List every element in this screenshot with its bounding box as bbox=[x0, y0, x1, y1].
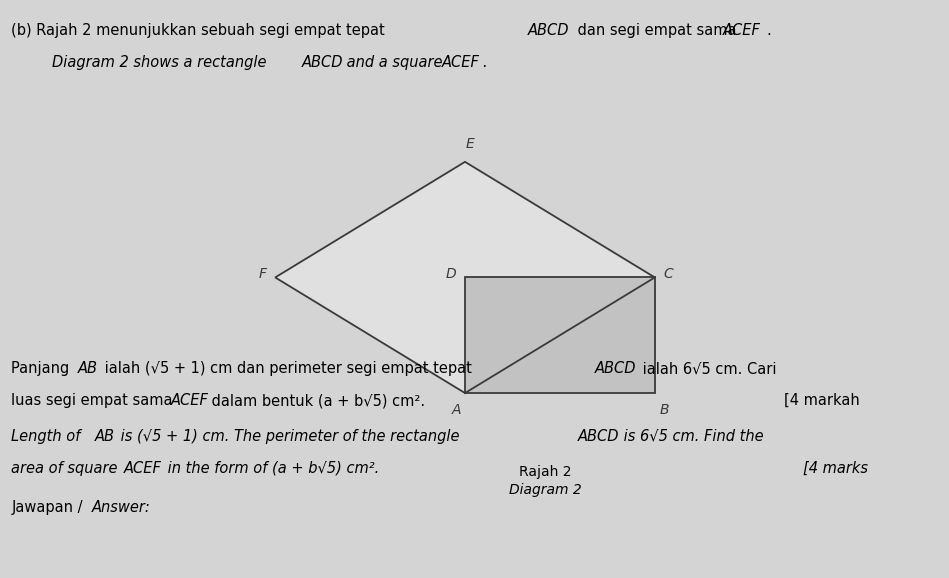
Text: ialah 6√5 cm. Cari: ialah 6√5 cm. Cari bbox=[638, 361, 776, 376]
Text: ialah (√5 + 1) cm dan perimeter segi empat tepat: ialah (√5 + 1) cm dan perimeter segi emp… bbox=[100, 361, 476, 376]
Text: dan segi empat sama: dan segi empat sama bbox=[573, 23, 741, 38]
Text: [4 markah: [4 markah bbox=[784, 393, 860, 408]
Text: Jawapan /: Jawapan / bbox=[11, 500, 87, 515]
Text: F: F bbox=[259, 267, 267, 281]
Text: Length of: Length of bbox=[11, 429, 85, 444]
Text: A: A bbox=[452, 403, 461, 417]
Text: C: C bbox=[663, 267, 673, 281]
Text: B: B bbox=[660, 403, 669, 417]
Text: Rajah 2: Rajah 2 bbox=[519, 465, 572, 479]
Text: and a square: and a square bbox=[342, 55, 447, 70]
Text: ABCD: ABCD bbox=[302, 55, 344, 70]
Text: in the form of (a + b√5) cm².: in the form of (a + b√5) cm². bbox=[163, 461, 380, 476]
Text: Panjang: Panjang bbox=[11, 361, 74, 376]
Text: area of square: area of square bbox=[11, 461, 122, 476]
Text: AB: AB bbox=[78, 361, 98, 376]
Text: ACEF: ACEF bbox=[123, 461, 161, 476]
Text: (b) Rajah 2 menunjukkan sebuah segi empat tepat: (b) Rajah 2 menunjukkan sebuah segi empa… bbox=[11, 23, 390, 38]
Text: ABCD: ABCD bbox=[578, 429, 620, 444]
Text: ABCD: ABCD bbox=[595, 361, 637, 376]
Text: dalam bentuk (a + b√5) cm².: dalam bentuk (a + b√5) cm². bbox=[207, 393, 425, 408]
Polygon shape bbox=[465, 277, 655, 393]
Text: E: E bbox=[466, 138, 474, 151]
Text: D: D bbox=[446, 267, 456, 281]
Text: [4 marks: [4 marks bbox=[803, 461, 867, 476]
Text: ACEF: ACEF bbox=[442, 55, 480, 70]
Text: Diagram 2: Diagram 2 bbox=[510, 483, 582, 497]
Text: is (√5 + 1) cm. The perimeter of the rectangle: is (√5 + 1) cm. The perimeter of the rec… bbox=[116, 429, 464, 444]
Text: .: . bbox=[767, 23, 772, 38]
Polygon shape bbox=[275, 162, 655, 393]
Text: luas segi empat sama: luas segi empat sama bbox=[11, 393, 177, 408]
Text: ABCD: ABCD bbox=[528, 23, 569, 38]
Text: .: . bbox=[482, 55, 487, 70]
Text: Answer:: Answer: bbox=[92, 500, 151, 515]
Text: ACEF: ACEF bbox=[171, 393, 209, 408]
Text: is 6√5 cm. Find the: is 6√5 cm. Find the bbox=[619, 429, 763, 444]
Text: ACEF: ACEF bbox=[723, 23, 761, 38]
Text: Diagram 2 shows a rectangle: Diagram 2 shows a rectangle bbox=[52, 55, 271, 70]
Text: AB: AB bbox=[95, 429, 115, 444]
